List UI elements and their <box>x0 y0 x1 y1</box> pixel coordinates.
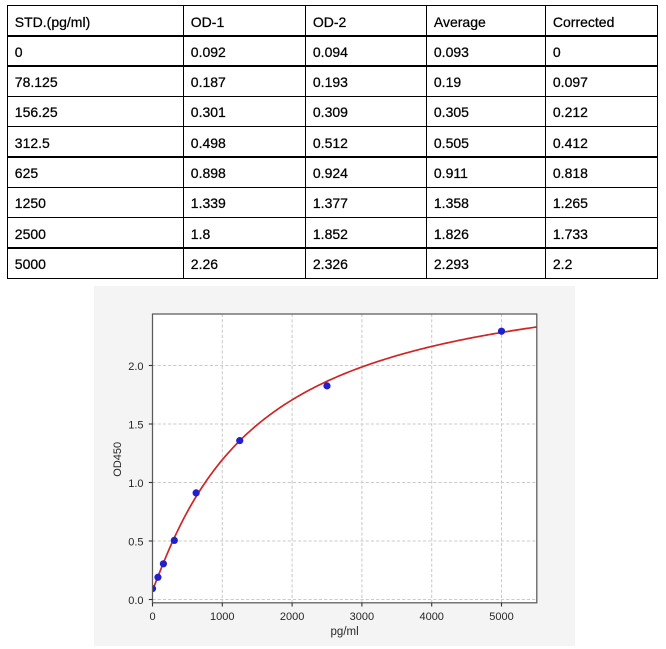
svg-text:0.5: 0.5 <box>128 536 143 548</box>
svg-text:OD450: OD450 <box>112 441 124 476</box>
svg-text:0.0: 0.0 <box>128 594 143 606</box>
svg-text:4000: 4000 <box>419 610 443 622</box>
svg-text:5000: 5000 <box>489 610 513 622</box>
svg-text:1.0: 1.0 <box>128 477 143 489</box>
svg-text:1.5: 1.5 <box>128 419 143 431</box>
svg-text:pg/ml: pg/ml <box>331 625 359 637</box>
svg-text:1000: 1000 <box>210 610 234 622</box>
svg-text:0: 0 <box>149 610 155 622</box>
svg-text:2.0: 2.0 <box>128 360 143 372</box>
svg-text:3000: 3000 <box>350 610 374 622</box>
svg-text:2000: 2000 <box>280 610 304 622</box>
